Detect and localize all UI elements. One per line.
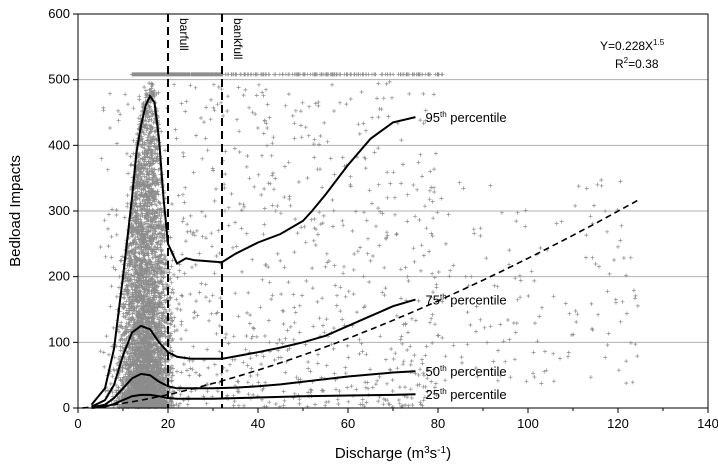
y-tick-label-400: 400 <box>48 137 70 152</box>
percentile-50-label: 50th percentile <box>426 364 507 379</box>
percentile-75-curve <box>91 298 416 408</box>
percentile-25-label: 25th percentile <box>426 387 507 402</box>
y-tick-label-100: 100 <box>48 334 70 349</box>
x-tick-label-80: 80 <box>431 416 445 431</box>
x-tick-label-40: 40 <box>251 416 265 431</box>
x-tick-label-0: 0 <box>74 416 81 431</box>
x-axis-title: Discharge (m3s-1) <box>335 445 451 462</box>
percentile-75-label: 75th percentile <box>426 293 507 308</box>
x-tick-label-20: 20 <box>161 416 175 431</box>
percentile-95-label: 95th percentile <box>426 110 507 125</box>
axis-ticks: 0 100 200 300 400 500 600 0 20 40 60 80 100 120 140 <box>48 6 718 431</box>
equation-label: Y=0.228X1.5 <box>600 38 665 53</box>
r2-label: R2=0.38 <box>615 56 659 71</box>
vline-label-bankfull: bankfull <box>231 18 245 59</box>
annotations: barfull bankfull 95th percentile 75th perce… <box>177 18 665 402</box>
x-tick-label-140: 140 <box>697 416 718 431</box>
percentile-50-curve <box>91 370 416 409</box>
power-fit <box>82 198 641 409</box>
y-tick-label-600: 600 <box>48 6 70 21</box>
x-tick-label-60: 60 <box>341 416 355 431</box>
y-tick-label-300: 300 <box>48 203 70 218</box>
percentile-95-curve <box>90 94 416 406</box>
x-tick-label-100: 100 <box>517 416 539 431</box>
vline-label-barfull: barfull <box>177 18 191 51</box>
y-tick-label-200: 200 <box>48 269 70 284</box>
gridlines <box>78 79 708 343</box>
y-tick-label-500: 500 <box>48 72 70 87</box>
percentile-25-curve <box>91 393 416 409</box>
discharge-reference-lines <box>167 14 223 408</box>
y-axis-title: Bedload Impacts <box>7 155 24 267</box>
power-fit-line <box>82 198 641 409</box>
percentile-curves <box>90 94 416 409</box>
x-tick-label-120: 120 <box>607 416 629 431</box>
y-tick-label-0: 0 <box>63 400 70 415</box>
